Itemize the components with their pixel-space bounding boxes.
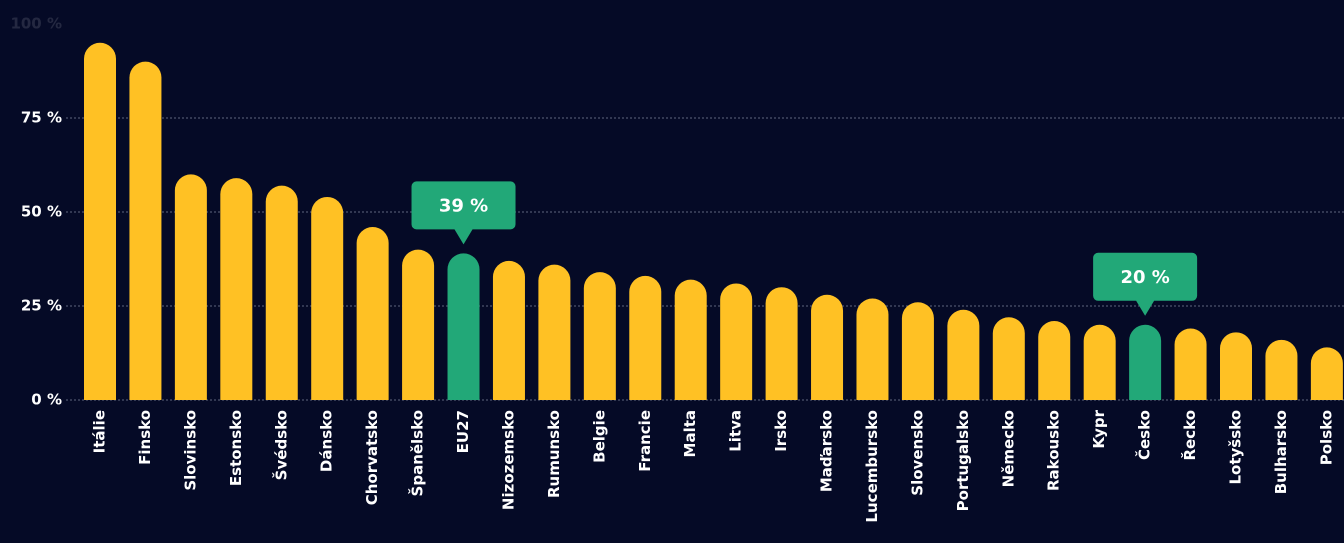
bar [720,283,753,400]
x-tick-label: Irsko [772,410,790,452]
x-tick-label: Dánsko [318,410,336,472]
bar [583,272,616,400]
bar [356,227,389,400]
bar [856,298,889,400]
x-tick-label: Švédsko [271,410,290,480]
x-tick-label: Německo [999,410,1017,487]
bar [1129,324,1162,400]
x-tick-label: Lotyšsko [1227,410,1245,485]
bar [84,42,116,401]
bar [901,302,934,400]
bar [1174,328,1207,400]
bar [1220,332,1252,400]
x-tick-label: Slovinsko [181,410,199,491]
x-tick-label: Maďarsko [818,410,836,492]
callout [1093,252,1198,316]
bar [402,249,435,400]
value-label: 20 % [1120,267,1169,288]
x-tick-label: Finsko [136,410,154,465]
x-tick-label: Portugalsko [954,410,972,511]
value-label: 39 % [439,195,488,216]
bar [811,294,844,400]
x-tick-label: Itálie [91,410,109,453]
x-tick-label: Španělsko [408,410,427,496]
bar [765,287,798,400]
y-tick-label: 0 % [31,391,62,409]
bar [1310,347,1343,400]
x-tick-label: Kypr [1090,409,1108,448]
bar [992,317,1025,400]
bar [447,253,480,400]
bar [674,279,707,400]
bar [947,309,980,400]
y-tick-label: 25 % [21,297,62,315]
x-tick-label: Řecko [1180,410,1199,461]
x-tick-label: Litva [727,410,745,452]
x-tick-label: Česko [1135,410,1154,460]
bar [311,196,344,400]
callout [411,181,516,245]
bar [492,260,525,400]
x-tick-label: Polsko [1317,410,1335,465]
bar [629,275,662,400]
bar [129,61,162,400]
x-tick-label: Bulharsko [1272,410,1290,494]
bar [1265,339,1298,400]
x-tick-label: Malta [681,410,699,457]
y-tick-label: 50 % [21,203,62,221]
bar [1038,321,1071,400]
x-tick-label: Chorvatsko [363,410,381,505]
x-tick-label: Nizozemsko [499,410,517,510]
bar [1083,324,1116,400]
bar [174,174,207,400]
x-tick-label: Francie [636,410,654,472]
x-tick-label: Estonsko [227,410,245,486]
y-tick-label: 75 % [21,109,62,127]
x-tick-label: Lucembursko [863,410,881,523]
x-tick-label: Rakousko [1045,410,1063,491]
x-tick-label: Rumunsko [545,410,563,498]
x-tick-label: Belgie [590,410,608,463]
y-tick-label: 100 % [10,15,62,33]
x-tick-label: Slovensko [908,410,926,496]
bar [538,264,571,400]
bar [220,178,253,400]
bar [265,185,298,400]
x-tick-label: EU27 [454,410,472,453]
